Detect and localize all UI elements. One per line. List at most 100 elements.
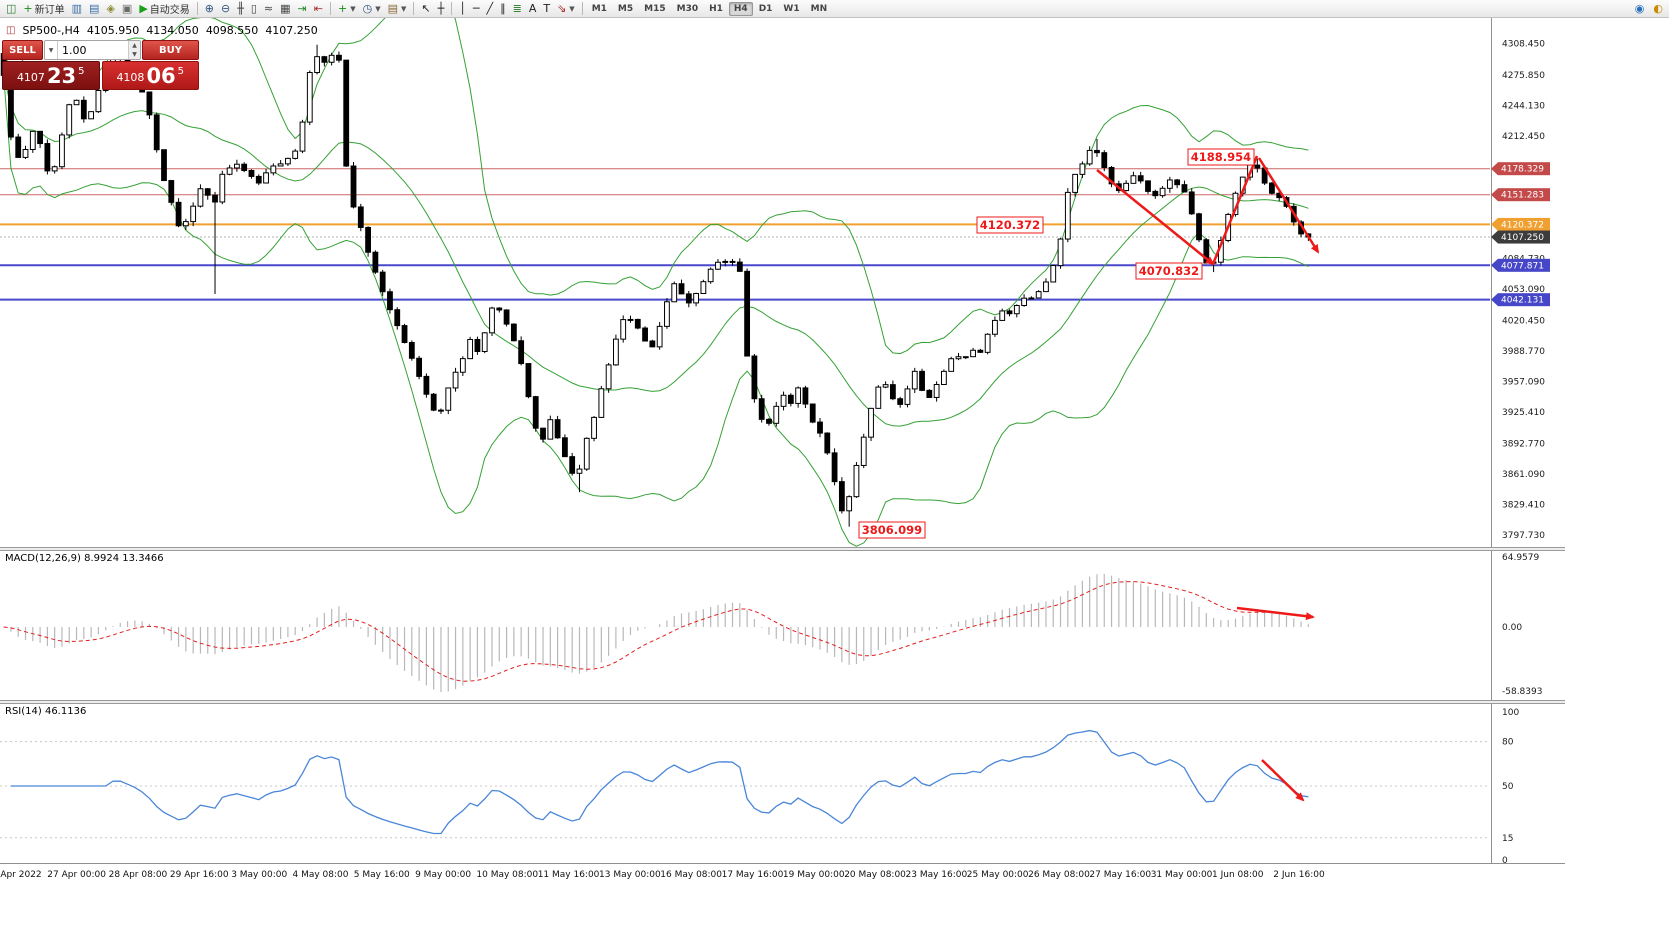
cursor-tool[interactable]: ↖ [418, 0, 433, 17]
label-tool[interactable]: T [540, 0, 553, 17]
candle-body [277, 163, 284, 167]
channel-tool[interactable]: ∥ [497, 0, 509, 17]
price-grid-label: 3957.090 [1502, 377, 1545, 387]
community-icon[interactable]: ◉ [1632, 0, 1648, 17]
candle-body [365, 226, 371, 253]
periods-icon: ◷ [362, 2, 373, 15]
timeframe-H4[interactable]: H4 [728, 1, 753, 16]
candle-body [1064, 191, 1071, 240]
autotrading-icon: ▶ [139, 2, 148, 15]
timeframe-MN[interactable]: MN [810, 3, 828, 14]
volume-stepper[interactable]: ▲ ▼ [128, 41, 140, 59]
zoom-in-button[interactable]: ⊕ [202, 0, 217, 17]
pane-splitter[interactable] [0, 700, 1565, 704]
notification-icon[interactable]: ◐ [1650, 0, 1666, 17]
timeframe-M1[interactable]: M1 [591, 3, 607, 14]
price-annotation-box[interactable] [858, 521, 926, 539]
price-chart-area[interactable] [0, 18, 1490, 547]
trend-arrow-down-1[interactable] [1096, 169, 1215, 266]
candle-body [780, 394, 787, 407]
macd-pane-area[interactable] [0, 551, 1490, 700]
sell-price-display[interactable]: 4107 23 5 [2, 61, 100, 90]
rsi-line[interactable] [10, 729, 1309, 835]
arrows-dropdown[interactable]: ⇘ ▼ [554, 0, 578, 17]
terminal-icon[interactable]: ▣ [119, 0, 135, 17]
volume-up-icon[interactable]: ▲ [129, 41, 140, 50]
tile-windows-icon[interactable]: ▦ [277, 0, 293, 17]
candle-chart-icon-icon: ▯ [250, 2, 257, 15]
rsi-pane-area[interactable] [0, 704, 1490, 863]
candle-body [73, 99, 80, 106]
line-chart-icon[interactable]: ≈ [261, 0, 276, 17]
vline-tool[interactable]: │ [456, 0, 469, 17]
cursor-icon: ↖ [421, 2, 431, 15]
candle-body [299, 121, 306, 152]
macd-arrow[interactable] [1236, 606, 1315, 621]
trend-line-up[interactable] [1211, 155, 1259, 265]
candle-body [1043, 281, 1049, 293]
candle-chart-icon[interactable]: ▯ [248, 0, 260, 17]
hline-icon: ─ [472, 2, 480, 15]
chart-shift-icon-icon: ⇤ [313, 2, 323, 15]
timeframe-D1[interactable]: D1 [758, 3, 773, 14]
zoom-out-button[interactable]: ⊖ [218, 0, 233, 17]
trend-arrow-down-2[interactable] [1257, 157, 1320, 254]
line-chart-icon-icon: ≈ [263, 2, 274, 15]
chart-window-icon[interactable]: ◫ [3, 0, 19, 17]
new-order-button[interactable]: + 新订单 [20, 0, 67, 17]
candle-body [306, 72, 313, 123]
volume-input[interactable] [58, 41, 128, 59]
price-scale[interactable] [1491, 18, 1565, 863]
auto-scroll-icon[interactable]: ⇥ [295, 0, 310, 17]
timeframe-H1[interactable]: H1 [709, 3, 723, 14]
candle-body [1006, 310, 1013, 315]
macd-histogram [10, 573, 1309, 692]
price-annotation-box[interactable] [976, 216, 1044, 234]
templates-dropdown[interactable]: ▤ ▼ [385, 0, 410, 17]
volume-dropdown-icon[interactable]: ▼ [45, 41, 58, 59]
time-axis[interactable] [0, 863, 1565, 883]
trendline-tool[interactable]: ╱ [483, 0, 496, 17]
candle-body [846, 496, 853, 512]
candle-body [1152, 190, 1159, 197]
candle-body [977, 349, 984, 353]
timeframe-M30[interactable]: M30 [676, 3, 699, 14]
autotrading-button[interactable]: ▶ 自动交易 [136, 0, 192, 17]
volume-down-icon[interactable]: ▼ [129, 50, 140, 59]
timeframe-M15[interactable]: M15 [644, 3, 666, 14]
macd-signal-line[interactable] [3, 581, 1309, 682]
bar-chart-icon[interactable]: ╫ [234, 0, 247, 17]
candle-body [860, 436, 867, 466]
sell-button[interactable]: SELL [2, 40, 43, 60]
indicators-dropdown[interactable]: + ▼ [335, 0, 359, 17]
chart-symbol-icon: ◫ [6, 25, 16, 36]
navigator-icon[interactable]: ◈ [103, 0, 117, 17]
time-axis-label: 26 Apr 2022 [0, 870, 42, 880]
periods-dropdown[interactable]: ◷ ▼ [360, 0, 384, 17]
rsi-arrow[interactable] [1261, 759, 1305, 802]
candle-body [503, 309, 510, 325]
crosshair-tool[interactable]: ┼ [435, 0, 448, 17]
candle-body [722, 260, 729, 263]
buy-price-display[interactable]: 4108 06 5 [101, 61, 199, 90]
fibonacci-tool[interactable]: ≣ [510, 0, 525, 17]
text-tool[interactable]: A [526, 0, 540, 17]
chart-shift-icon[interactable]: ⇤ [311, 0, 326, 17]
bollinger-lower-band[interactable] [3, 75, 1309, 547]
price-tag-pointer [1491, 162, 1498, 176]
bollinger-middle-band[interactable] [3, 75, 1309, 427]
buy-button[interactable]: BUY [142, 40, 199, 60]
hline-tool[interactable]: ─ [470, 0, 483, 17]
timeframe-W1[interactable]: W1 [783, 3, 800, 14]
candle-body [1196, 213, 1202, 241]
price-annotation-box[interactable] [1187, 148, 1255, 166]
sell-price-point: 5 [78, 66, 85, 77]
pane-splitter[interactable] [0, 547, 1565, 551]
channel-icon: ∥ [500, 2, 506, 15]
data-window-icon[interactable]: ▤ [86, 0, 102, 17]
timeframe-M5[interactable]: M5 [617, 3, 634, 14]
candle-body [1057, 238, 1064, 267]
market-watch-icon[interactable]: ▥ [69, 0, 85, 17]
price-annotation-box[interactable] [1135, 262, 1203, 280]
